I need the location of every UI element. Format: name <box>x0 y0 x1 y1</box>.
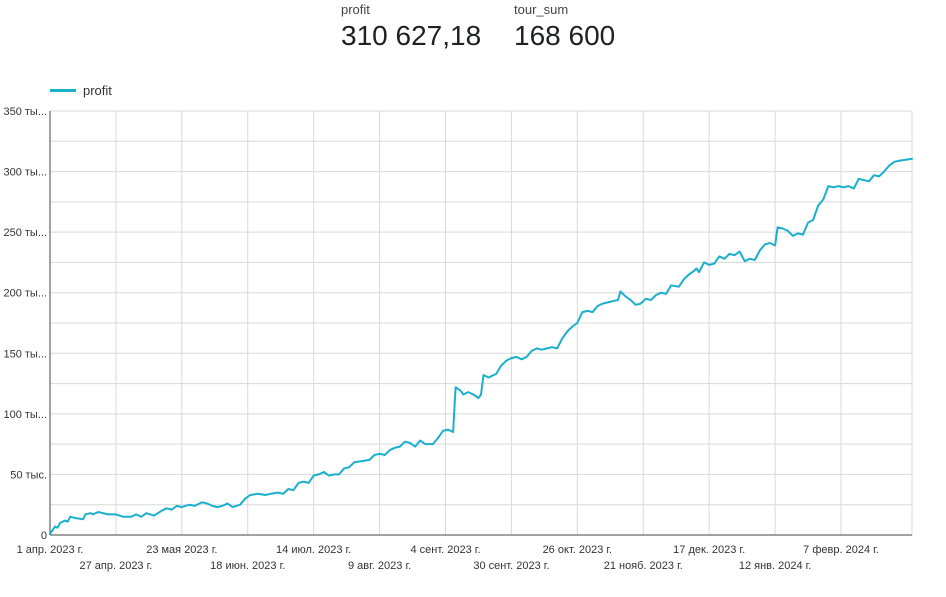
y-tick-label: 0 <box>41 530 47 542</box>
scorecard-tour-sum[interactable]: tour_sum 168 600 <box>514 2 615 54</box>
y-tick-label: 200 ты... <box>3 288 47 300</box>
y-axis-labels: 0 50 тыс. 100 ты... 150 ты... 200 ты... 250 т… <box>3 106 47 542</box>
scorecard-label: tour_sum <box>514 2 569 17</box>
y-tick-label: 350 ты... <box>3 106 47 118</box>
x-tick-label: 4 сент. 2023 г. <box>410 544 480 556</box>
series-group <box>49 157 913 535</box>
y-tick-label: 300 ты... <box>3 167 47 179</box>
chart-legend[interactable]: profit <box>50 82 112 98</box>
x-tick-label: 7 февр. 2024 г. <box>803 544 879 556</box>
x-tick-label: 27 апр. 2023 г. <box>79 560 152 572</box>
series-line-profit <box>49 157 913 535</box>
scorecard-profit[interactable]: profit 310 627,18 <box>341 2 481 54</box>
x-axis-labels: 1 апр. 2023 г. 27 апр. 2023 г. 23 мая 2023… <box>17 544 879 572</box>
y-tick-label: 100 ты... <box>3 409 47 421</box>
x-tick-label: 26 окт. 2023 г. <box>543 544 613 556</box>
legend-swatch <box>50 88 76 92</box>
x-tick-label: 17 дек. 2023 г. <box>673 544 745 556</box>
x-tick-label: 1 апр. 2023 г. <box>17 544 84 556</box>
chart-grid <box>49 110 913 536</box>
x-tick-label: 9 авг. 2023 г. <box>348 560 411 572</box>
x-tick-label: 21 нояб. 2023 г. <box>604 560 683 572</box>
scorecard-value: 168 600 <box>514 20 616 51</box>
y-tick-label: 50 тыс. <box>10 469 47 481</box>
x-tick-label: 14 июл. 2023 г. <box>276 544 351 556</box>
legend-label: profit <box>83 82 112 98</box>
x-tick-label: 23 мая 2023 г. <box>146 544 217 556</box>
y-tick-label: 150 ты... <box>3 348 47 360</box>
y-tick-label: 250 ты... <box>3 227 47 239</box>
x-tick-label: 12 янв. 2024 г. <box>739 560 812 572</box>
chart-axes <box>49 111 912 536</box>
x-tick-label: 30 сент. 2023 г. <box>473 560 549 572</box>
scorecard-label: profit <box>341 2 370 17</box>
x-tick-label: 18 июн. 2023 г. <box>210 560 285 572</box>
scorecard-value: 310 627,18 <box>341 20 482 51</box>
